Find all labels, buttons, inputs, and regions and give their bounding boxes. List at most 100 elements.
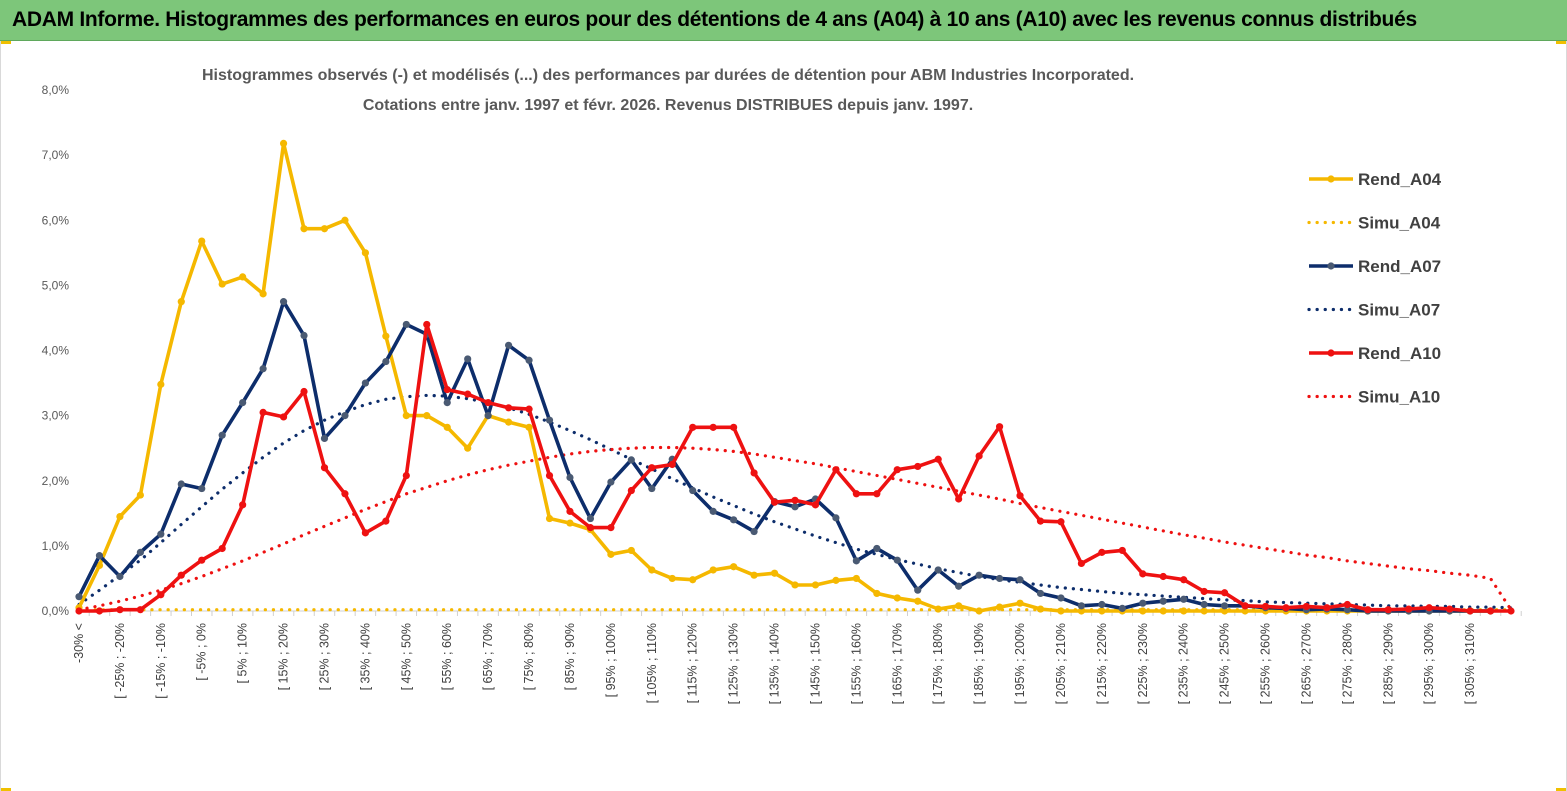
x-tick-label: [ 125% ; 130%: [727, 623, 741, 704]
data-point-Rend_A04: [136, 491, 144, 499]
data-point-Rend_A04: [1139, 607, 1147, 615]
x-tick-label: [ 245% ; 250%: [1218, 623, 1232, 704]
data-point-Rend_A04: [402, 412, 410, 420]
data-point-Rend_A10: [300, 387, 308, 396]
data-point-Rend_A04: [975, 607, 983, 615]
data-point-Rend_A10: [1282, 604, 1290, 612]
data-point-Rend_A07: [832, 514, 840, 522]
data-point-Rend_A10: [1364, 606, 1372, 614]
data-point-Rend_A10: [914, 462, 922, 471]
data-point-Rend_A10: [689, 423, 697, 431]
data-point-Rend_A10: [1302, 602, 1311, 611]
data-point-Rend_A04: [607, 550, 615, 558]
data-point-Rend_A07: [750, 527, 758, 536]
data-point-Rend_A04: [730, 563, 738, 571]
legend: Rend_A04 Simu_A04 Rend_A07 Simu_A07 Rend_A10…: [1307, 170, 1442, 407]
legend-label-Rend_A04: Rend_A04: [1358, 170, 1442, 189]
data-point-Rend_A10: [975, 452, 983, 460]
data-point-Rend_A07: [1180, 595, 1188, 603]
data-point-Rend_A04: [893, 594, 901, 602]
x-tick-label: [ 45% ; 50%: [399, 623, 413, 690]
y-tick-label: 6,0%: [42, 213, 70, 227]
data-point-Rend_A10: [177, 571, 185, 579]
data-point-Rend_A04: [750, 571, 758, 579]
data-point-Rend_A10: [1180, 576, 1188, 584]
data-point-Rend_A07: [934, 566, 942, 574]
y-tick-label: 7,0%: [42, 148, 70, 162]
data-point-Rend_A10: [279, 413, 288, 421]
data-point-Rend_A04: [157, 380, 165, 388]
x-tick-label: [ 65% ; 70%: [481, 623, 495, 690]
data-point-Rend_A07: [893, 556, 901, 564]
data-point-Rend_A10: [75, 607, 83, 615]
data-point-Rend_A07: [320, 434, 329, 443]
data-point-Rend_A10: [320, 464, 329, 472]
chart-title-line-2: Cotations entre janv. 1997 et févr. 2026…: [363, 97, 973, 114]
legend-label-Simu_A07: Simu_A07: [1358, 301, 1440, 320]
data-point-Rend_A10: [1261, 602, 1270, 611]
data-point-Rend_A04: [300, 225, 308, 233]
data-point-Rend_A10: [116, 606, 124, 614]
data-point-Rend_A04: [95, 561, 104, 570]
x-tick-label: [ 175% ; 180%: [931, 623, 945, 704]
data-point-Rend_A07: [545, 416, 554, 424]
y-tick-label: 4,0%: [42, 344, 70, 358]
x-tick-label: [ 295% ; 300%: [1422, 623, 1436, 704]
x-tick-label: [ 235% ; 240%: [1177, 623, 1191, 704]
series-layer: [75, 139, 1515, 615]
legend-label-Simu_A04: Simu_A04: [1358, 214, 1441, 233]
data-point-Rend_A10: [1384, 606, 1392, 614]
data-point-Rend_A07: [730, 516, 738, 524]
x-tick-label: [ 15% ; 20%: [277, 623, 291, 690]
data-point-Rend_A04: [279, 139, 288, 148]
data-point-Rend_A10: [525, 405, 533, 413]
data-point-Rend_A04: [259, 290, 267, 298]
data-point-Rend_A07: [239, 399, 247, 407]
data-point-Rend_A04: [320, 225, 329, 233]
data-point-Rend_A10: [1221, 589, 1229, 597]
data-point-Rend_A10: [811, 501, 820, 509]
data-point-Rend_A04: [995, 603, 1004, 611]
data-point-Rend_A10: [995, 423, 1004, 431]
x-tick-label: [ 215% ; 220%: [1095, 623, 1109, 704]
data-point-Rend_A04: [566, 519, 574, 527]
x-tick-label: [ -25% ; -20%: [113, 623, 127, 699]
data-point-Rend_A04: [198, 237, 206, 245]
data-point-Rend_A10: [1036, 517, 1045, 525]
data-point-Rend_A07: [1057, 594, 1065, 602]
y-tick-label: 3,0%: [42, 409, 70, 423]
data-point-Rend_A10: [893, 466, 901, 474]
data-point-Rend_A07: [443, 399, 451, 407]
x-tick-label: [ 255% ; 260%: [1259, 623, 1273, 704]
data-point-Rend_A07: [382, 357, 390, 366]
data-point-Rend_A07: [975, 571, 983, 579]
data-point-Rend_A10: [1077, 559, 1085, 568]
data-point-Rend_A07: [218, 431, 226, 439]
data-point-Rend_A04: [1200, 607, 1208, 615]
data-point-Rend_A04: [1098, 607, 1106, 615]
corner-mark: [1556, 788, 1566, 791]
data-point-Rend_A10: [95, 607, 104, 615]
x-tick-label: [ -5% ; 0%: [195, 623, 209, 681]
data-point-Rend_A07: [1343, 606, 1351, 614]
legend-label-Rend_A07: Rend_A07: [1358, 257, 1441, 276]
data-point-Rend_A10: [1159, 572, 1167, 581]
data-point-Rend_A10: [545, 471, 554, 480]
data-point-Rend_A10: [1139, 570, 1147, 578]
data-point-Rend_A07: [1118, 604, 1126, 612]
legend-marker-Rend_A10: [1327, 349, 1335, 357]
data-point-Rend_A10: [1241, 602, 1249, 610]
chart-frame: Histogrammes observés (-) et modélisés (…: [0, 41, 1567, 791]
data-point-Rend_A10: [730, 423, 738, 431]
data-point-Rend_A10: [1098, 548, 1106, 556]
data-point-Rend_A07: [914, 586, 922, 594]
data-point-Rend_A10: [1425, 604, 1433, 612]
data-point-Rend_A07: [709, 507, 717, 515]
x-tick-label: [ 275% ; 280%: [1340, 623, 1354, 704]
chart-title-line-1: Histogrammes observés (-) et modélisés (…: [202, 67, 1134, 84]
data-point-Rend_A07: [402, 320, 410, 329]
legend-label-Simu_A10: Simu_A10: [1358, 388, 1440, 407]
data-point-Rend_A10: [1405, 605, 1413, 613]
data-point-Rend_A04: [873, 589, 881, 598]
data-point-Rend_A10: [791, 496, 799, 504]
